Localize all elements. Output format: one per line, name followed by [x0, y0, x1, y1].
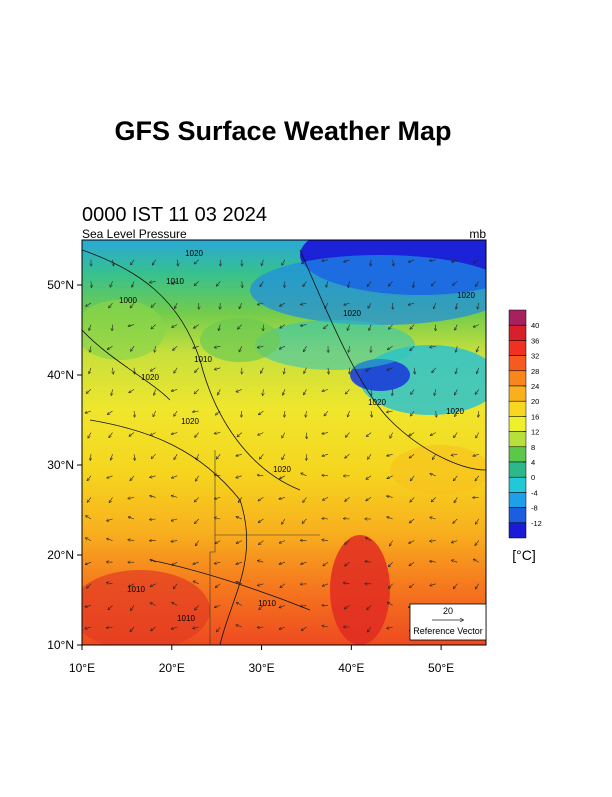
lon-tick-label: 50°E — [428, 661, 454, 675]
lon-tick-label: 30°E — [248, 661, 274, 675]
contour-label: 1020 — [185, 249, 203, 258]
lat-tick-label: 10°N — [47, 638, 74, 652]
field-unit: mb — [469, 227, 486, 241]
colorbar-tick-label: 0 — [531, 473, 535, 482]
title: GFS Surface Weather Map — [114, 116, 451, 146]
lat-tick-label: 50°N — [47, 278, 74, 292]
colorbar-tick-label: 24 — [531, 382, 539, 391]
contour-label: 1010 — [194, 355, 212, 364]
colorbar-tick-label: 40 — [531, 321, 539, 330]
colorbar-unit: [°C] — [512, 547, 536, 563]
contour-label: 1020 — [181, 417, 199, 426]
contour-label: 1010 — [166, 277, 184, 286]
lon-tick-label: 40°E — [338, 661, 364, 675]
colorbar-swatch — [509, 477, 526, 492]
colorbar-tick-label: -8 — [531, 504, 538, 513]
colorbar-swatch — [509, 462, 526, 477]
contour-label: 1020 — [457, 291, 475, 300]
reference-label: Reference Vector — [413, 626, 483, 636]
contour-label: 1000 — [119, 296, 137, 305]
reference-vector: 20 Reference Vector — [410, 604, 486, 640]
contour-label: 1020 — [141, 373, 159, 382]
contour-label: 1010 — [177, 614, 195, 623]
lat-tick-label: 20°N — [47, 548, 74, 562]
colorbar-swatch — [509, 492, 526, 507]
colorbar-tick-label: 28 — [531, 367, 539, 376]
colorbar-swatch — [509, 356, 526, 371]
contour-label: 1010 — [258, 599, 276, 608]
lat-tick-label: 40°N — [47, 368, 74, 382]
colorbar-swatch — [509, 416, 526, 431]
colorbar-tick-label: 20 — [531, 397, 539, 406]
colorbar-tick-label: -4 — [531, 488, 538, 497]
field-label: Sea Level Pressure — [82, 227, 187, 241]
contour-label: 1020 — [368, 398, 386, 407]
colorbar-tick-label: 12 — [531, 428, 539, 437]
colorbar-swatch — [509, 432, 526, 447]
subtitle: 0000 IST 11 03 2024 — [82, 204, 267, 226]
colorbar-swatch — [509, 325, 526, 340]
contour-label: 1020 — [446, 407, 464, 416]
colorbar-swatch — [509, 386, 526, 401]
colorbar-tick-label: -12 — [531, 519, 542, 528]
colorbar-tick-label: 16 — [531, 412, 539, 421]
colorbar-tick-label: 8 — [531, 443, 535, 452]
contour-label: 1020 — [343, 309, 361, 318]
colorbar-swatch — [509, 371, 526, 386]
colorbar-swatch — [509, 310, 526, 325]
lon-tick-label: 10°E — [69, 661, 95, 675]
contour-label: 1010 — [127, 585, 145, 594]
colorbar-tick-label: 4 — [531, 458, 535, 467]
colorbar-swatch — [509, 401, 526, 416]
lon-tick-label: 20°E — [159, 661, 185, 675]
colorbar-swatch — [509, 508, 526, 523]
colorbar-swatch — [509, 523, 526, 538]
reference-magnitude: 20 — [443, 606, 453, 616]
colorbar-tick-label: 36 — [531, 336, 539, 345]
colorbar-swatch — [509, 340, 526, 355]
lat-tick-label: 30°N — [47, 458, 74, 472]
colorbar-tick-label: 32 — [531, 352, 539, 361]
contour-label: 1020 — [273, 465, 291, 474]
colorbar-swatch — [509, 447, 526, 462]
